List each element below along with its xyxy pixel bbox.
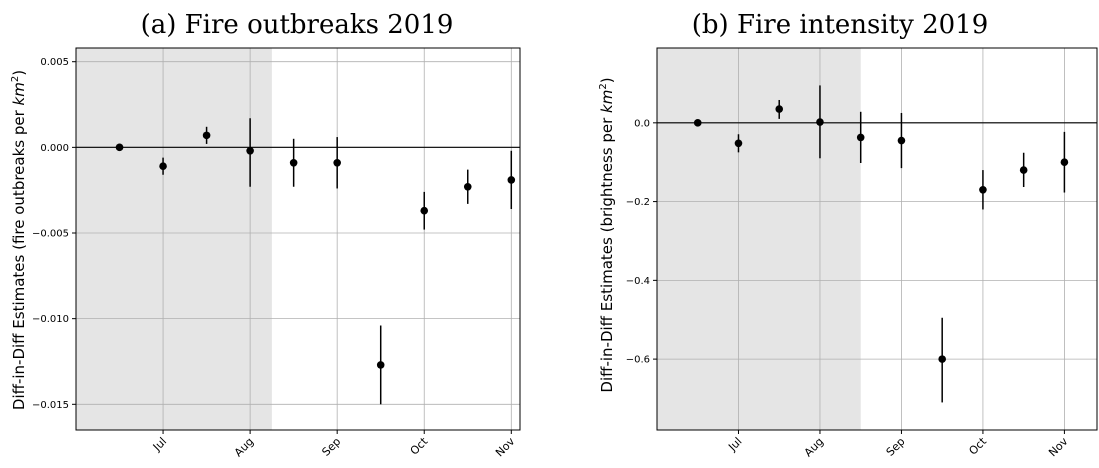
- x-tick-label-b-4: Nov: [1046, 435, 1071, 460]
- data-point-a-6: [376, 361, 385, 369]
- x-tick-label-a-4: Nov: [493, 435, 518, 460]
- x-tick-label-b-2: Sep: [884, 435, 908, 459]
- y-axis-label-b-suffix: ): [598, 77, 616, 83]
- data-point-a-3: [246, 146, 254, 155]
- data-point-a-5: [333, 158, 341, 167]
- data-point-a-4: [289, 158, 298, 167]
- y-tick-label-b-1: −0.2: [626, 197, 650, 208]
- x-tick-label-a-2: Sep: [319, 435, 343, 459]
- y-axis-label-a-sup: 2: [10, 76, 21, 82]
- y-tick-label-a-2: −0.005: [32, 229, 69, 240]
- axes-frame-a: [75, 47, 521, 431]
- data-point-b-6: [938, 355, 946, 363]
- data-point-a-1: [159, 162, 167, 170]
- y-axis-label-b: Diff-in-Diff Estimates (brightness per k…: [598, 77, 616, 392]
- chart-title-b: (b) Fire intensity 2019: [692, 10, 989, 40]
- data-point-a-7: [420, 206, 429, 215]
- chart-title-a: (a) Fire outbreaks 2019: [141, 10, 454, 40]
- y-axis-label-b-prefix: Diff-in-Diff Estimates (brightness per: [598, 113, 616, 393]
- data-point-b-9: [1060, 158, 1069, 167]
- y-axis-label-a-suffix: ): [10, 70, 28, 76]
- data-point-b-0: [693, 119, 702, 127]
- panel-fire-intensity: (b) Fire intensity 2019 Diff-in-Diff Est…: [598, 10, 1098, 460]
- x-tick-label-a-0: Jul: [150, 435, 169, 454]
- x-tick-label-a-1: Aug: [232, 435, 256, 459]
- x-tick-label-b-0: Jul: [725, 435, 744, 454]
- x-tick-label-b-1: Aug: [802, 435, 826, 459]
- data-point-b-4: [856, 133, 865, 142]
- shaded-region-a: [76, 48, 272, 430]
- x-tick-label-a-3: Oct: [408, 434, 431, 457]
- shaded-region-b: [657, 48, 861, 430]
- y-tick-label-b-3: −0.6: [626, 355, 650, 366]
- data-point-a-0: [115, 143, 124, 152]
- data-point-b-1: [734, 139, 743, 148]
- y-axis-label-a-unit: km: [10, 82, 28, 105]
- y-tick-label-a-4: −0.015: [32, 400, 69, 411]
- data-point-a-8: [463, 182, 472, 191]
- data-point-a-2: [202, 131, 211, 140]
- y-tick-label-a-0: 0.005: [40, 57, 69, 68]
- y-axis-label-b-sup: 2: [598, 83, 609, 89]
- data-point-b-3: [816, 118, 824, 126]
- y-tick-label-b-2: −0.4: [626, 276, 650, 287]
- data-point-b-8: [1019, 166, 1028, 174]
- y-tick-label-b-0: 0.0: [634, 118, 650, 129]
- panel-fire-outbreaks: (a) Fire outbreaks 2019 Diff-in-Diff Est…: [10, 10, 521, 460]
- axes-frame-b: [656, 47, 1098, 431]
- y-tick-label-a-1: 0.000: [40, 143, 69, 154]
- plot-area-a: 0.005 0.000 −0.005 −0.010 −0.015 Jul Aug Sep Oct…: [32, 47, 521, 460]
- y-axis-label-a: Diff-in-Diff Estimates (fire outbreaks p…: [10, 70, 28, 410]
- data-point-b-7: [979, 185, 987, 194]
- data-point-a-9: [507, 176, 516, 184]
- data-point-b-2: [775, 105, 784, 113]
- plot-area-b: 0.0 −0.2 −0.4 −0.6 Jul Aug Sep Oct Nov: [626, 47, 1098, 460]
- y-tick-label-a-3: −0.010: [32, 314, 69, 325]
- data-point-b-5: [897, 136, 906, 145]
- y-axis-label-b-unit: km: [598, 90, 616, 113]
- y-axis-label-a-prefix: Diff-in-Diff Estimates (fire outbreaks p…: [10, 105, 28, 410]
- x-tick-label-b-3: Oct: [966, 434, 989, 457]
